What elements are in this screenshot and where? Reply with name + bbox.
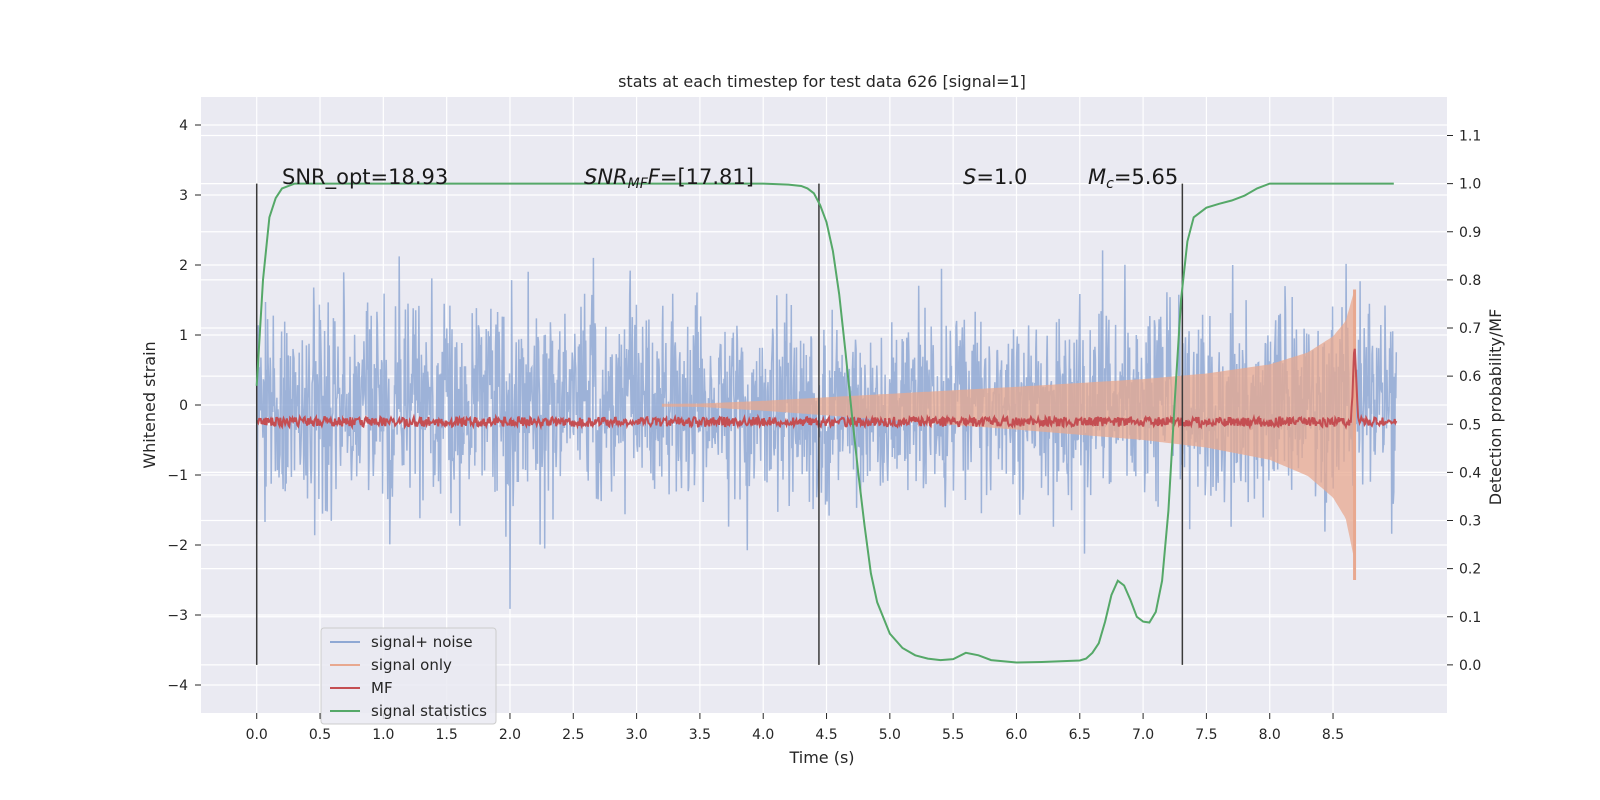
- s-annotation: S=1.0: [963, 165, 1027, 189]
- y-tick-label: 4: [179, 118, 188, 134]
- y-axis-label: Whitened strain: [140, 341, 159, 468]
- s-value: =1.0: [976, 165, 1027, 189]
- y-tick-label: −2: [167, 538, 188, 554]
- signal-statistics-line: [255, 182, 1394, 664]
- y-right-tick-label: 1.0: [1459, 177, 1481, 193]
- snr-mf-annotation: SNRMFF=[17.81]: [584, 165, 754, 192]
- y-right-tick-label: 1.1: [1459, 129, 1481, 145]
- y-right-tick-label: 0.5: [1459, 417, 1481, 433]
- x-axis-label: Time (s): [788, 748, 854, 767]
- x-tick-label: 7.5: [1195, 727, 1217, 743]
- x-tick-label: 6.0: [1005, 727, 1027, 743]
- x-tick-label: 1.5: [436, 727, 458, 743]
- mc-annotation: Mc=5.65: [1088, 165, 1178, 192]
- y-axis-ticks: −4 −3 −2 −1 0 1 2 3 4: [167, 118, 201, 694]
- s-label: S: [963, 165, 976, 189]
- x-tick-label: 1.0: [372, 727, 394, 743]
- annotations: SNR_opt=18.93 SNRMFF=[17.81] S=1.0 Mc=5.…: [282, 165, 1178, 192]
- snr-mf-label: SNR: [584, 165, 628, 189]
- x-tick-label: 8.0: [1259, 727, 1281, 743]
- y-right-tick-label: 0.4: [1459, 465, 1481, 481]
- y-right-tick-label: 0.8: [1459, 273, 1481, 289]
- vertical-markers: [255, 183, 1184, 665]
- x-tick-label: 3.0: [625, 727, 647, 743]
- legend-label: signal statistics: [371, 702, 487, 720]
- y-right-tick-label: 0.0: [1459, 658, 1481, 674]
- x-tick-label: 3.5: [689, 727, 711, 743]
- x-tick-label: 2.5: [562, 727, 584, 743]
- x-tick-label: 2.0: [499, 727, 521, 743]
- y-tick-label: 1: [179, 328, 188, 344]
- y-tick-label: 2: [179, 258, 188, 274]
- y-right-tick-label: 0.1: [1459, 610, 1481, 626]
- x-tick-label: 0.5: [309, 727, 331, 743]
- legend: signal+ noise signal only MF signal statist…: [320, 627, 497, 725]
- signal-statistics-series: [255, 182, 1394, 664]
- legend-label: signal only: [371, 656, 452, 674]
- y-right-tick-label: 0.9: [1459, 225, 1481, 241]
- mf-line: [256, 348, 1398, 431]
- mc-subscript: c: [1106, 176, 1114, 192]
- mf-series: [256, 348, 1398, 431]
- y-tick-label: −1: [167, 468, 188, 484]
- y-right-tick-label: 0.3: [1459, 514, 1481, 530]
- x-tick-label: 7.0: [1132, 727, 1154, 743]
- legend-label: signal+ noise: [371, 633, 473, 651]
- legend-label: MF: [371, 679, 393, 697]
- snr-mf-value: =[17.81]: [660, 165, 754, 189]
- y-tick-label: 0: [179, 398, 188, 414]
- mc-value: =5.65: [1114, 165, 1178, 189]
- x-axis-ticks: 0.0 0.5 1.0 1.5 2.0 2.5 3.0 3.5 4.0 4.5 5.0 5.5 6.0 6…: [246, 713, 1344, 743]
- x-tick-label: 6.5: [1069, 727, 1091, 743]
- y-right-tick-label: 0.7: [1459, 321, 1481, 337]
- y-right-tick-label: 0.2: [1459, 562, 1481, 578]
- mc-label: M: [1088, 165, 1106, 189]
- y-tick-label: −3: [167, 608, 188, 624]
- snr-mf-subscript: MF: [628, 176, 649, 192]
- legend-box: [320, 627, 497, 725]
- x-tick-label: 5.0: [879, 727, 901, 743]
- chart-title: stats at each timestep for test data 626…: [618, 72, 1026, 91]
- x-tick-label: 4.5: [815, 727, 837, 743]
- y-right-axis-ticks: 0.0 0.1 0.2 0.3 0.4 0.5 0.6 0.7 0.8 0.9 1.0 1.1: [1447, 129, 1481, 674]
- y-tick-label: 3: [179, 188, 188, 204]
- x-tick-label: 5.5: [942, 727, 964, 743]
- x-tick-label: 8.5: [1322, 727, 1344, 743]
- snr-opt-annotation: SNR_opt=18.93: [282, 165, 448, 190]
- y-right-axis-label: Detection probability/MF: [1486, 309, 1505, 506]
- x-tick-label: 4.0: [752, 727, 774, 743]
- y-tick-label: −4: [167, 678, 188, 694]
- y-right-tick-label: 0.6: [1459, 369, 1481, 385]
- x-tick-label: 0.0: [246, 727, 268, 743]
